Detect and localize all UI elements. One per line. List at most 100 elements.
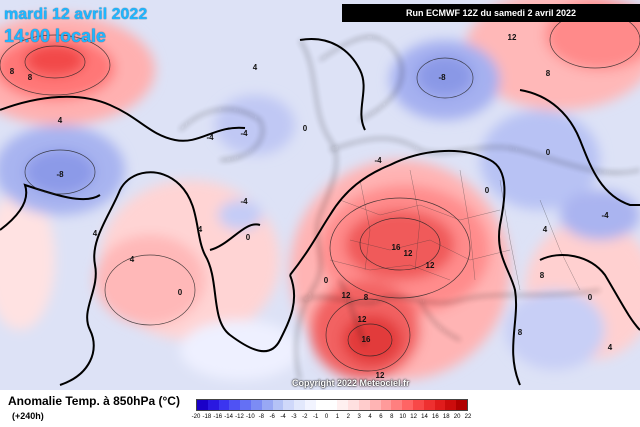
contour-label: 16 bbox=[392, 243, 401, 252]
color-scale-tick: -18 bbox=[202, 414, 212, 420]
color-scale-tick: -12 bbox=[235, 414, 244, 420]
color-scale-tick: 20 bbox=[453, 414, 461, 420]
color-scale-tick: 16 bbox=[432, 414, 439, 420]
contour-label: 12 bbox=[508, 33, 517, 42]
copyright-text: Copyright 2022 Meteociel.fr bbox=[292, 378, 410, 388]
color-scale-tick: -20 bbox=[191, 414, 201, 420]
contour-label: 0 bbox=[324, 276, 329, 285]
color-scale-tick: 3 bbox=[357, 414, 361, 420]
contour-label: 12 bbox=[376, 371, 385, 380]
contour-labels: 8 -8 12 8 4 0 -4 -8 4 0 4 8 -4 0 -4 0 16… bbox=[10, 33, 613, 380]
color-scale-tick: 18 bbox=[442, 414, 450, 420]
contour-label: 12 bbox=[404, 249, 413, 258]
contour-label: 4 bbox=[608, 343, 613, 352]
color-swatch bbox=[315, 400, 327, 410]
color-scale-tick: -14 bbox=[224, 414, 233, 420]
zero-contours bbox=[0, 38, 640, 386]
contour-label: 0 bbox=[546, 148, 551, 157]
contour-label: 8 bbox=[546, 69, 551, 78]
lead-time-label: (+240h) bbox=[12, 411, 44, 421]
contour-label: 4 bbox=[93, 229, 98, 238]
color-swatch bbox=[445, 400, 457, 410]
color-scale-tick: 14 bbox=[421, 414, 428, 420]
color-swatch bbox=[348, 400, 359, 410]
color-swatch bbox=[250, 400, 262, 410]
color-swatch bbox=[240, 400, 251, 410]
color-swatch bbox=[229, 400, 241, 410]
color-swatch bbox=[369, 400, 381, 410]
color-swatch bbox=[218, 400, 230, 410]
color-swatch bbox=[402, 400, 413, 410]
color-swatch bbox=[207, 400, 219, 410]
color-scale-tick: 0 bbox=[324, 414, 329, 420]
color-swatch bbox=[358, 400, 370, 410]
contour-label: 0 bbox=[303, 124, 308, 133]
temperature-anomaly-map: 8 -8 12 8 4 0 -4 -8 4 0 4 8 -4 0 -4 0 16… bbox=[0, 0, 640, 390]
color-scale-tick: 10 bbox=[399, 414, 407, 420]
color-scale-tick: -2 bbox=[302, 414, 308, 420]
color-swatch bbox=[272, 400, 284, 410]
color-scale-tick: -16 bbox=[213, 414, 223, 420]
contour-label: -4 bbox=[206, 133, 214, 142]
contour-label: 0 bbox=[485, 186, 490, 195]
legend-title: Anomalie Temp. à 850hPa (°C) bbox=[8, 394, 180, 408]
color-scale-tick: -8 bbox=[258, 414, 264, 420]
contour-label: 8 bbox=[518, 328, 523, 337]
contour-label: 4 bbox=[130, 255, 135, 264]
contour-label: 0 bbox=[246, 233, 251, 242]
contour-label: 4 bbox=[198, 225, 203, 234]
color-scale-tick: -6 bbox=[269, 414, 275, 420]
contour-label: 0 bbox=[588, 293, 593, 302]
color-scale-tick: 8 bbox=[390, 414, 394, 420]
color-scale-tick: -4 bbox=[280, 414, 286, 420]
forecast-time-title: 14:00 locale bbox=[4, 26, 107, 46]
contour-label: -4 bbox=[240, 129, 248, 138]
contour-label: 12 bbox=[342, 291, 351, 300]
contour-label: 4 bbox=[253, 63, 258, 72]
contour-label: 8 bbox=[28, 73, 33, 82]
color-scale-tick: -1 bbox=[313, 414, 319, 420]
contour-label: -8 bbox=[56, 170, 64, 179]
color-swatch bbox=[283, 400, 295, 410]
contour-label: 4 bbox=[543, 225, 548, 234]
contour-label: -8 bbox=[438, 73, 446, 82]
color-swatch bbox=[391, 400, 403, 410]
color-swatch bbox=[261, 400, 273, 410]
color-scale-tick: -10 bbox=[246, 414, 255, 420]
contour-label: 12 bbox=[426, 261, 435, 270]
contour-label: 12 bbox=[358, 315, 367, 324]
color-swatch bbox=[326, 400, 338, 410]
contour-label: 8 bbox=[10, 67, 15, 76]
color-scale-tick: 1 bbox=[335, 414, 340, 420]
color-scale-tick: 2 bbox=[346, 414, 350, 420]
color-scale-tick: 6 bbox=[379, 414, 383, 420]
color-scale-tick: 4 bbox=[368, 414, 372, 420]
coastlines bbox=[179, 36, 640, 381]
isolines bbox=[0, 11, 640, 372]
contour-label: 8 bbox=[364, 293, 369, 302]
forecast-date-title: mardi 12 avril 2022 bbox=[4, 6, 148, 23]
color-swatch bbox=[304, 400, 316, 410]
color-scale-tick: 22 bbox=[464, 414, 472, 420]
color-swatch bbox=[380, 400, 392, 410]
color-swatch bbox=[197, 400, 208, 410]
color-scale-ticks: -20 -18 -16 -14 -12 -10 -8 -6 -4 -3 -2 -1 0 1 2 3 4 6 8 10 1… bbox=[192, 414, 472, 424]
color-swatch bbox=[434, 400, 446, 410]
color-swatch bbox=[456, 400, 467, 410]
color-scale-tick: 12 bbox=[410, 414, 417, 420]
color-swatch bbox=[412, 400, 424, 410]
contour-label: 0 bbox=[178, 288, 183, 297]
contour-label: -4 bbox=[374, 156, 382, 165]
anomaly-shading bbox=[0, 0, 640, 380]
contour-label: 16 bbox=[362, 335, 371, 344]
model-run-banner: Run ECMWF 12Z du samedi 2 avril 2022 bbox=[342, 4, 640, 22]
color-scale-tick: -3 bbox=[291, 414, 297, 420]
color-swatch bbox=[294, 400, 305, 410]
contour-label: 8 bbox=[540, 271, 545, 280]
color-swatch bbox=[337, 400, 349, 410]
contour-label: -4 bbox=[601, 211, 609, 220]
contour-label: -4 bbox=[240, 197, 248, 206]
contour-label: 4 bbox=[58, 116, 63, 125]
color-scale bbox=[196, 399, 468, 411]
